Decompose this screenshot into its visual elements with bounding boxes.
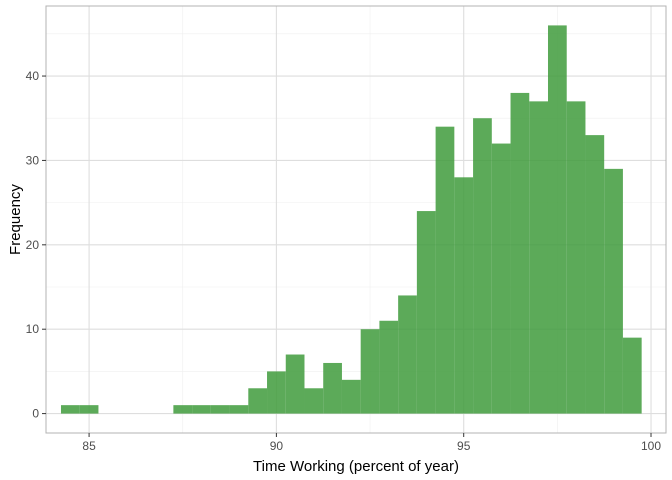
histogram-bar [360,329,380,414]
histogram-bar [304,388,324,414]
x-tick-label: 95 [457,439,471,453]
histogram-bars [60,25,642,414]
histogram-bar [192,405,211,414]
histogram-bar [604,168,623,414]
x-tick-label: 100 [641,439,661,453]
x-axis-title: Time Working (percent of year) [253,458,459,475]
y-tick-label: 30 [26,153,40,167]
histogram-bar [585,135,605,414]
x-tick-label: 90 [270,439,284,453]
histogram-bar [323,362,342,414]
histogram-bar [510,92,530,414]
histogram-bar [285,354,305,414]
histogram-bar [173,405,193,414]
y-tick-label: 20 [26,238,40,252]
y-tick-label: 40 [26,69,40,83]
x-axis-ticks: 85 90 95 100 [82,433,661,453]
histogram-bar [248,388,268,414]
histogram-bar [566,101,586,414]
histogram-bar [267,371,286,414]
histogram-bar [622,337,642,414]
histogram-bar [398,295,417,414]
histogram-bar [341,379,361,414]
panel-border [45,5,667,434]
x-tick-label: 85 [82,439,96,453]
y-tick-label: 10 [26,322,40,336]
histogram-bar [60,405,80,414]
histogram-bar [416,211,436,414]
histogram-bar [473,118,492,414]
histogram-bar [547,25,567,414]
histogram-bar [491,143,511,414]
y-tick-label: 0 [32,407,39,421]
y-axis-title: Frequency [7,184,24,255]
histogram-bar [210,405,230,414]
histogram-bar [529,101,548,414]
y-axis-ticks: 0 10 20 30 40 [26,69,46,421]
histogram-bar [79,405,99,414]
histogram-bar [435,126,455,414]
histogram-bar [379,320,399,414]
histogram-bar [454,177,474,414]
histogram-bar [229,405,249,414]
